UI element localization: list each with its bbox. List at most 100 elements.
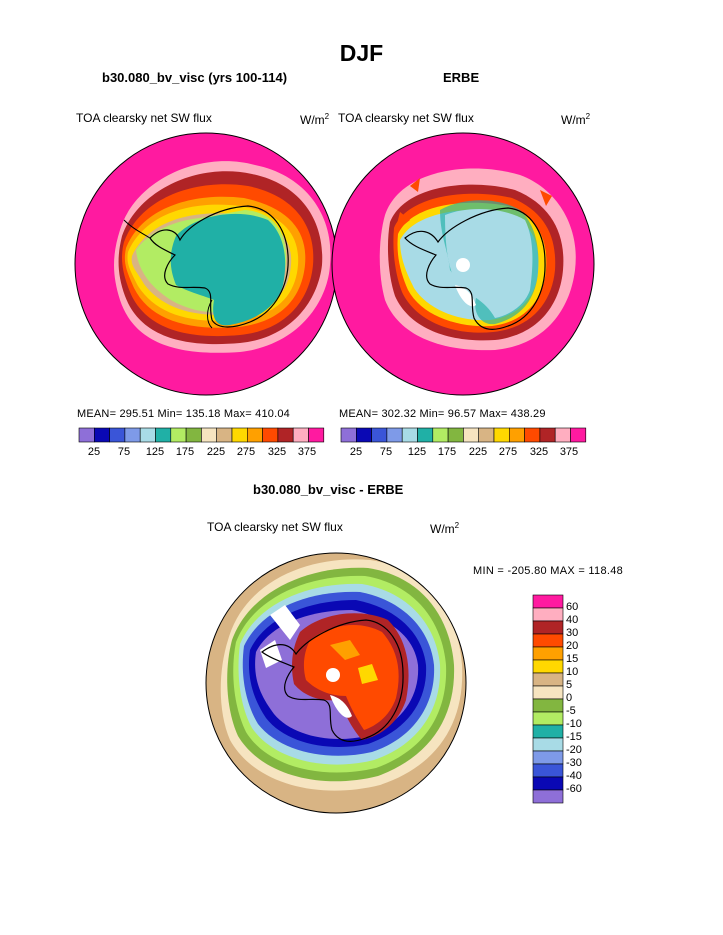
colorbar-swatch: [532, 633, 564, 648]
colorbar-swatch: [308, 427, 325, 443]
colorbar-swatch: [386, 427, 403, 443]
colorbar-swatch: [417, 427, 434, 443]
panel-1-units: W/m2: [300, 112, 330, 127]
colorbar-swatch: [94, 427, 110, 443]
colorbar-swatch: [532, 724, 564, 739]
cbar2-tick: 175: [437, 446, 457, 458]
colorbar-swatch: [532, 594, 564, 609]
cbar2-tick: 325: [529, 446, 549, 458]
diff-legend-label: 20: [566, 640, 579, 652]
model-polar-map: [75, 133, 337, 395]
difference-colorbar: [532, 594, 564, 804]
cbar2-tick: 375: [559, 446, 579, 458]
cbar2-tick: 275: [498, 446, 518, 458]
colorbar-swatch: [371, 427, 388, 443]
colorbar-swatch: [532, 698, 564, 713]
colorbar-2: [340, 427, 587, 443]
diff-legend-label: 15: [566, 653, 579, 665]
diff-legend-label: -20: [566, 744, 582, 756]
colorbar-swatch: [478, 427, 495, 443]
colorbar-swatch: [78, 427, 95, 443]
cbar1-tick: 125: [145, 446, 165, 458]
diff-legend-label: -5: [566, 705, 576, 717]
panel-2-variable: TOA clearsky net SW flux: [338, 111, 474, 125]
colorbar-swatch: [532, 659, 564, 674]
cbar2-tick: 125: [407, 446, 427, 458]
colorbar-swatch: [532, 620, 564, 635]
colorbar-swatch: [532, 711, 564, 726]
colorbar-swatch: [524, 427, 541, 443]
colorbar-swatch: [340, 427, 357, 443]
colorbar-swatch: [231, 427, 248, 443]
difference-units: W/m2: [430, 521, 460, 536]
colorbar-swatch: [532, 789, 564, 804]
diff-legend-label: 10: [566, 666, 579, 678]
colorbar-swatch: [532, 685, 564, 700]
panel-2-stats: MEAN= 302.32 Min= 96.57 Max= 438.29: [339, 408, 546, 420]
colorbar-swatch: [463, 427, 479, 443]
panel-2-units: W/m2: [561, 112, 591, 127]
diff-legend-label: -10: [566, 718, 582, 730]
colorbar-swatch: [432, 427, 449, 443]
diff-legend-label: 30: [566, 627, 579, 639]
colorbar-swatch: [532, 737, 564, 752]
colorbar-1: [78, 427, 325, 443]
cbar2-tick: 25: [349, 446, 363, 458]
diff-legend-label: -30: [566, 757, 582, 769]
colorbar-swatch: [401, 427, 418, 443]
colorbar-swatch: [109, 427, 126, 443]
difference-boundary: [205, 552, 467, 814]
difference-title: b30.080_bv_visc - ERBE: [253, 482, 404, 497]
cbar1-tick: 175: [175, 446, 195, 458]
colorbar-swatch: [554, 427, 571, 443]
panel-1-variable: TOA clearsky net SW flux: [76, 111, 212, 125]
colorbar-swatch: [292, 427, 309, 443]
cbar2-tick: 225: [468, 446, 488, 458]
colorbar-swatch: [124, 427, 141, 443]
colorbar-swatch: [355, 427, 372, 443]
diff-legend-label: -15: [566, 731, 582, 743]
diff-legend-label: 40: [566, 614, 579, 626]
colorbar-swatch: [532, 607, 564, 622]
erbe-polar-map: [332, 133, 594, 395]
main-title: DJF: [339, 40, 384, 66]
diff-legend-label: 5: [566, 679, 573, 691]
cbar1-tick: 75: [117, 446, 131, 458]
colorbar-swatch: [508, 427, 525, 443]
cbar2-tick: 75: [379, 446, 393, 458]
panel-2-boundary: [331, 132, 595, 396]
colorbar-swatch: [277, 427, 294, 443]
colorbar-swatch: [139, 427, 156, 443]
colorbar-swatch: [532, 750, 564, 765]
colorbar-swatch: [539, 427, 556, 443]
cbar1-tick: 225: [206, 446, 226, 458]
colorbar-swatch: [532, 646, 564, 661]
colorbar-swatch: [570, 427, 587, 443]
colorbar-swatch: [155, 427, 172, 443]
panel-1-stats: MEAN= 295.51 Min= 135.18 Max= 410.04: [77, 408, 290, 420]
diff-legend-label: 0: [566, 692, 573, 704]
difference-polar-map: [206, 553, 466, 813]
colorbar-swatch: [262, 427, 279, 443]
colorbar-swatch: [201, 427, 217, 443]
colorbar-swatch: [532, 776, 564, 791]
colorbar-swatch: [532, 672, 564, 687]
colorbar-swatch: [216, 427, 233, 443]
colorbar-swatch: [532, 763, 564, 778]
colorbar-swatch: [185, 427, 202, 443]
diff-legend-label: -40: [566, 770, 582, 782]
colorbar-swatch: [447, 427, 464, 443]
colorbar-swatch: [170, 427, 187, 443]
panel-1-title: b30.080_bv_visc (yrs 100-114): [102, 70, 288, 85]
cbar1-tick: 375: [297, 446, 317, 458]
cbar1-tick: 325: [267, 446, 287, 458]
diff-legend-label: -60: [566, 783, 582, 795]
difference-minmax: MIN = -205.80 MAX = 118.48: [473, 565, 624, 577]
panel-2-title: ERBE: [443, 70, 480, 85]
cbar1-tick: 25: [87, 446, 101, 458]
colorbar-swatch: [493, 427, 510, 443]
difference-variable: TOA clearsky net SW flux: [207, 520, 343, 534]
diff-legend-label: 60: [566, 601, 579, 613]
cbar1-tick: 275: [236, 446, 256, 458]
